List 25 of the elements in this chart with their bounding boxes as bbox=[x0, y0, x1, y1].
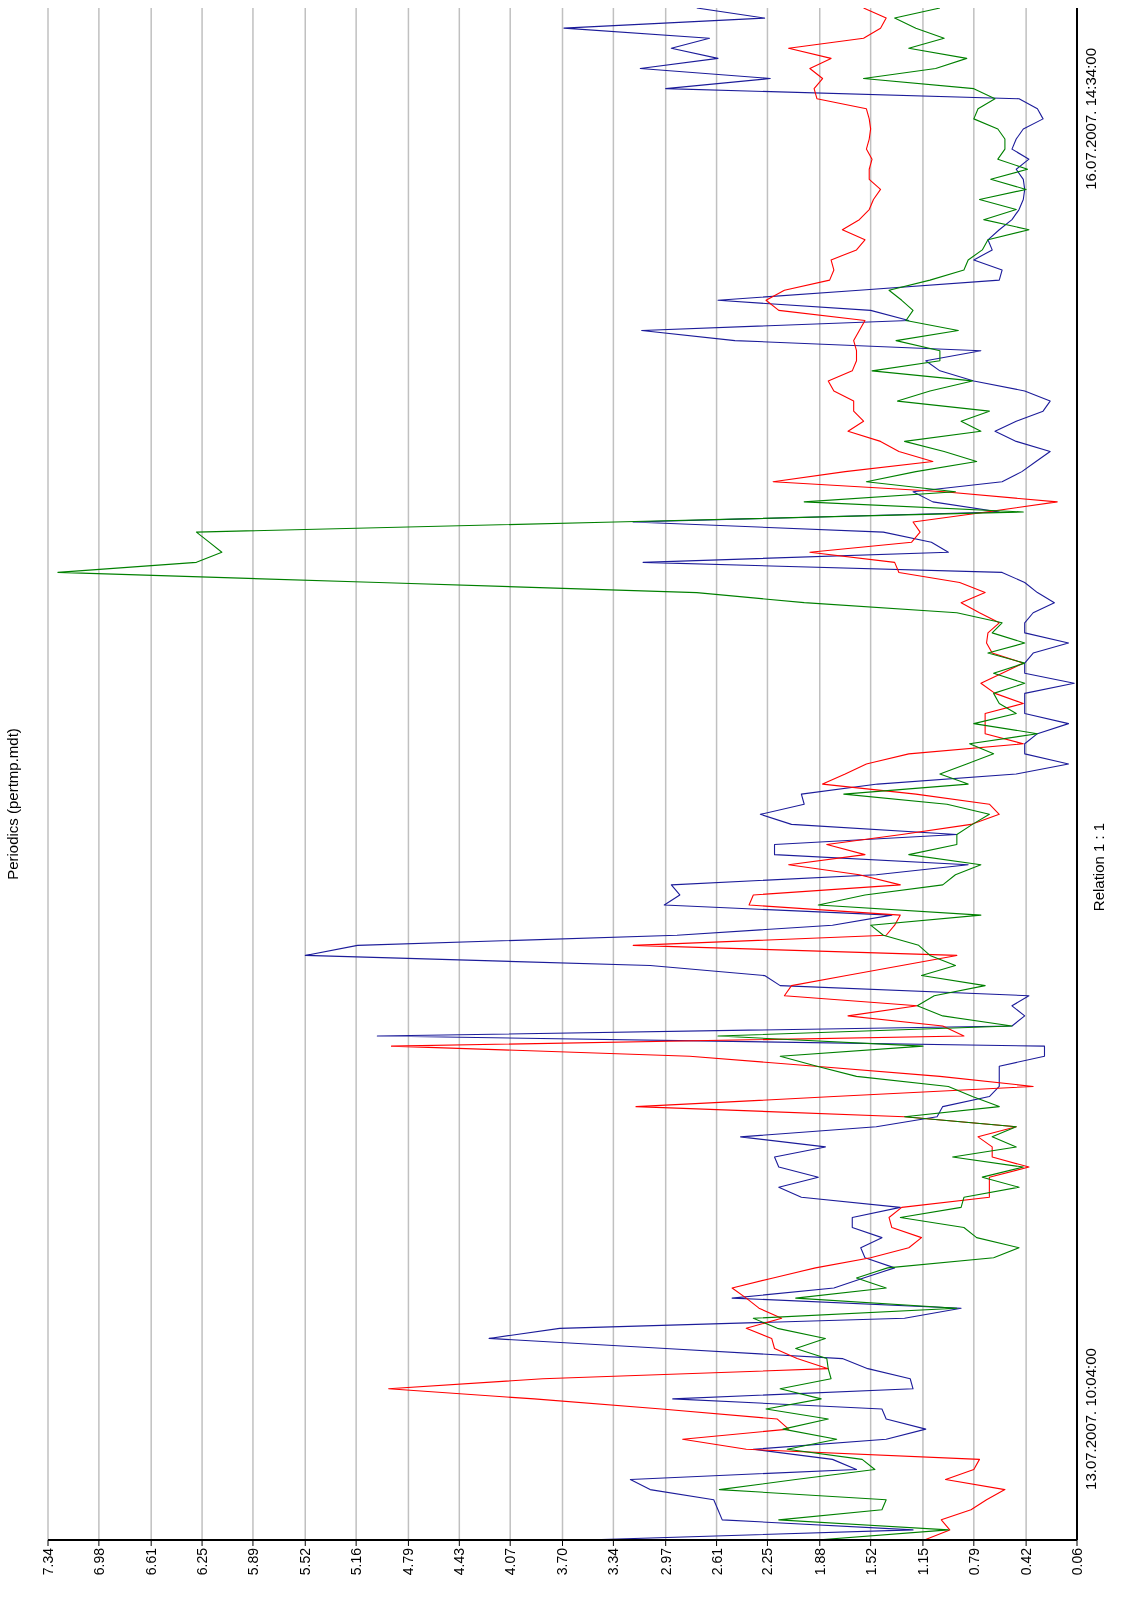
x-tick-label: 7.34 bbox=[39, 1547, 56, 1576]
x-tick-label: 2.61 bbox=[708, 1547, 725, 1576]
x-tick-label: 6.61 bbox=[143, 1547, 160, 1576]
x-tick-label: 2.25 bbox=[759, 1547, 776, 1576]
x-tick-label: 4.79 bbox=[400, 1547, 417, 1576]
x-tick-label: 4.07 bbox=[502, 1547, 519, 1576]
text: Periodics (pertmp.mdt) bbox=[4, 727, 21, 882]
x-tick-label: 5.89 bbox=[244, 1547, 261, 1576]
x-tick-label: 5.52 bbox=[297, 1547, 314, 1576]
x-tick-label: 1.15 bbox=[914, 1547, 931, 1576]
x-tick-label: 3.34 bbox=[605, 1547, 622, 1576]
y-tick-label: 16.07.2007. 14:34:00 bbox=[1081, 47, 1099, 190]
y-axis-title: Relation 1 : 1 bbox=[1090, 822, 1107, 912]
x-tick-label: 6.98 bbox=[90, 1547, 107, 1576]
x-tick-label: 0.79 bbox=[965, 1547, 982, 1576]
x-tick-label: 4.43 bbox=[451, 1547, 468, 1576]
x-tick-label: 6.25 bbox=[194, 1547, 211, 1576]
x-tick-label: 1.52 bbox=[862, 1547, 879, 1576]
x-tick-label: 0.42 bbox=[1018, 1547, 1035, 1576]
y-tick-label: 13.07.2007. 10:04:00 bbox=[1081, 1348, 1099, 1490]
x-tick-label: 5.16 bbox=[348, 1547, 365, 1576]
x-tick-label: 1.88 bbox=[811, 1547, 828, 1576]
x-tick-label: 0.06 bbox=[1068, 1547, 1085, 1576]
x-tick-label: 3.70 bbox=[554, 1547, 571, 1576]
x-tick-label: 2.97 bbox=[657, 1547, 674, 1576]
